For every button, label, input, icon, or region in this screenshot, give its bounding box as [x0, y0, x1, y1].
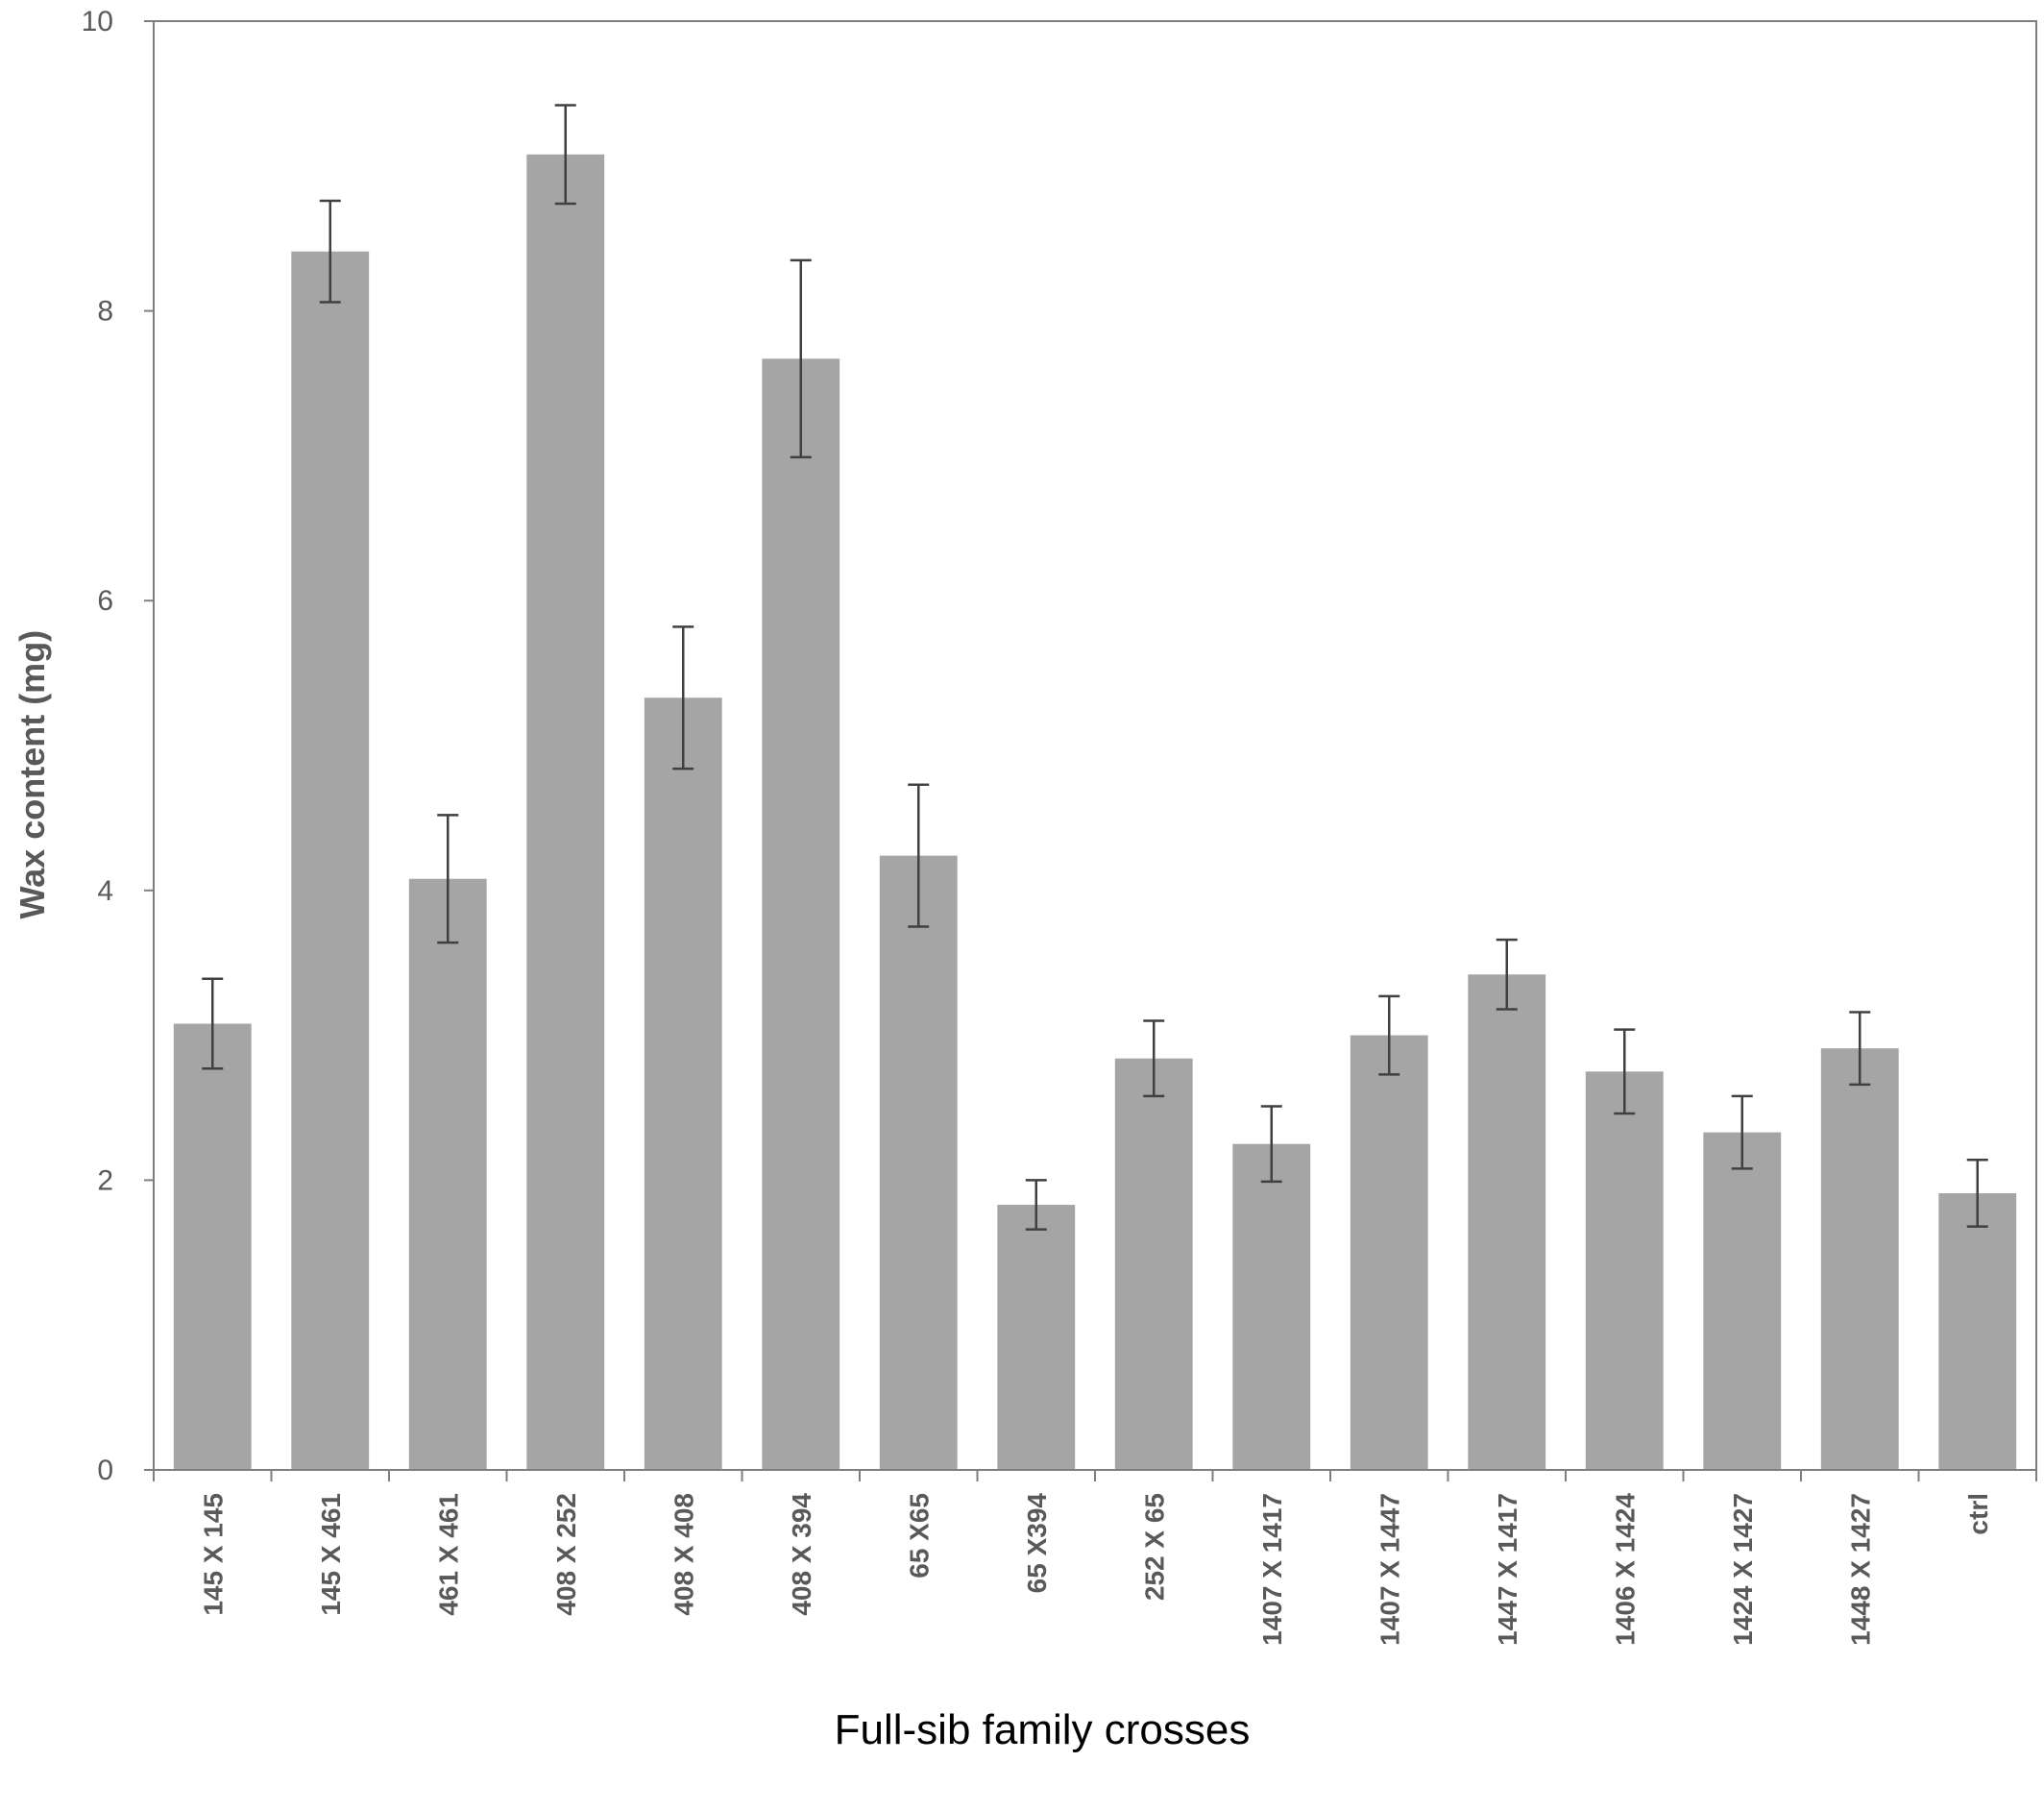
x-tick-label: 1407 X 1417	[1257, 1493, 1287, 1646]
x-tick-label: 1448 X 1427	[1845, 1493, 1875, 1646]
bar	[1350, 1035, 1428, 1470]
error-bar	[1143, 1019, 1165, 1098]
bar	[1468, 974, 1546, 1470]
bar	[408, 878, 487, 1470]
x-axis-ticks: 145 X 145 145 X 461 461 X 461 408 X 252 408 …	[153, 1470, 2037, 1646]
y-tick-label: 10	[82, 6, 113, 37]
bar	[173, 1023, 252, 1470]
y-axis-ticks: 0 2 4 6 8 10	[82, 6, 154, 1486]
bar	[997, 1205, 1076, 1470]
x-tick-label: 408 X 394	[787, 1493, 816, 1616]
bar	[1938, 1192, 2017, 1470]
error-bar	[672, 625, 694, 771]
x-tick-label: 1406 X 1424	[1610, 1493, 1640, 1646]
error-bar	[1378, 994, 1400, 1076]
x-tick-label: 1424 X 1427	[1728, 1493, 1758, 1646]
error-bar	[437, 814, 459, 944]
error-bar	[1496, 938, 1518, 1011]
x-tick-label: 65 X65	[904, 1493, 934, 1579]
x-tick-label: 1447 X 1417	[1493, 1493, 1522, 1646]
bar	[1703, 1132, 1782, 1470]
x-tick-label: 461 X 461	[433, 1493, 463, 1616]
x-tick-label: ctrl	[1963, 1493, 1993, 1535]
y-tick-label: 4	[97, 875, 113, 907]
x-tick-label: 408 X 408	[669, 1493, 698, 1616]
error-bar	[1025, 1179, 1047, 1231]
bar	[644, 697, 722, 1470]
y-tick-label: 0	[97, 1455, 113, 1486]
x-tick-label: 145 X 145	[198, 1493, 228, 1616]
x-tick-label: 252 X 65	[1139, 1493, 1169, 1601]
error-bar	[1614, 1028, 1636, 1115]
x-axis-title: Full-sib family crosses	[835, 1706, 1251, 1753]
y-tick-label: 2	[97, 1164, 113, 1196]
error-bar	[1966, 1159, 1988, 1228]
error-bar	[1260, 1105, 1282, 1184]
bars-layer	[173, 154, 2017, 1471]
y-tick-label: 8	[97, 296, 113, 328]
error-bar	[554, 104, 576, 206]
bar	[879, 855, 958, 1470]
y-axis-title: Wax content (mg)	[12, 630, 52, 919]
bar	[291, 251, 370, 1471]
error-bar	[908, 783, 930, 928]
error-bar	[202, 977, 224, 1070]
error-bar	[790, 258, 812, 459]
y-tick-label: 6	[97, 585, 113, 617]
bar	[1114, 1058, 1193, 1470]
x-tick-label: 145 X 461	[316, 1493, 346, 1616]
x-tick-label: 1407 X 1447	[1375, 1493, 1404, 1646]
bar	[762, 358, 840, 1470]
bar	[1232, 1143, 1311, 1470]
error-bar	[1731, 1094, 1753, 1170]
bar	[1820, 1048, 1899, 1470]
error-bars-layer	[202, 104, 1988, 1231]
error-bar	[1849, 1011, 1871, 1087]
x-tick-label: 408 X 252	[551, 1493, 581, 1616]
x-tick-label: 65 X394	[1022, 1493, 1052, 1594]
bar	[526, 154, 605, 1471]
bar	[1585, 1071, 1664, 1470]
error-bar	[319, 199, 341, 304]
